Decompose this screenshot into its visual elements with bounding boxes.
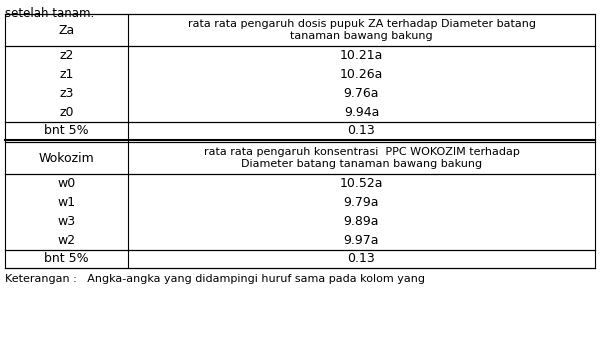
Text: setelah tanam.: setelah tanam. — [5, 7, 94, 20]
Text: Keterangan :   Angka-angka yang didampingi huruf sama pada kolom yang: Keterangan : Angka-angka yang didampingi… — [5, 274, 425, 284]
Text: z1: z1 — [59, 68, 74, 81]
Text: w1: w1 — [58, 196, 76, 209]
Text: 10.26a: 10.26a — [340, 68, 383, 81]
Text: 10.52a: 10.52a — [340, 177, 383, 190]
Text: z0: z0 — [59, 106, 74, 119]
Text: w0: w0 — [58, 177, 76, 190]
Text: rata rata pengaruh dosis pupuk ZA terhadap Diameter batang
tanaman bawang bakung: rata rata pengaruh dosis pupuk ZA terhad… — [187, 19, 536, 41]
Text: 9.94a: 9.94a — [344, 106, 379, 119]
Text: 9.76a: 9.76a — [344, 87, 379, 100]
Text: z3: z3 — [59, 87, 74, 100]
Text: z2: z2 — [59, 49, 74, 62]
Text: 9.89a: 9.89a — [344, 215, 379, 228]
Text: rata rata pengaruh konsentrasi  PPC WOKOZIM terhadap
Diameter batang tanaman baw: rata rata pengaruh konsentrasi PPC WOKOZ… — [203, 147, 520, 169]
Text: bnt 5%: bnt 5% — [44, 252, 89, 266]
Text: w2: w2 — [58, 234, 76, 247]
Text: 9.97a: 9.97a — [344, 234, 379, 247]
Text: 9.79a: 9.79a — [344, 196, 379, 209]
Text: w3: w3 — [58, 215, 76, 228]
Text: bnt 5%: bnt 5% — [44, 125, 89, 138]
Text: 0.13: 0.13 — [347, 125, 376, 138]
Text: Wokozim: Wokozim — [38, 151, 94, 164]
Text: 10.21a: 10.21a — [340, 49, 383, 62]
Text: Za: Za — [58, 23, 74, 36]
Text: 0.13: 0.13 — [347, 252, 376, 266]
